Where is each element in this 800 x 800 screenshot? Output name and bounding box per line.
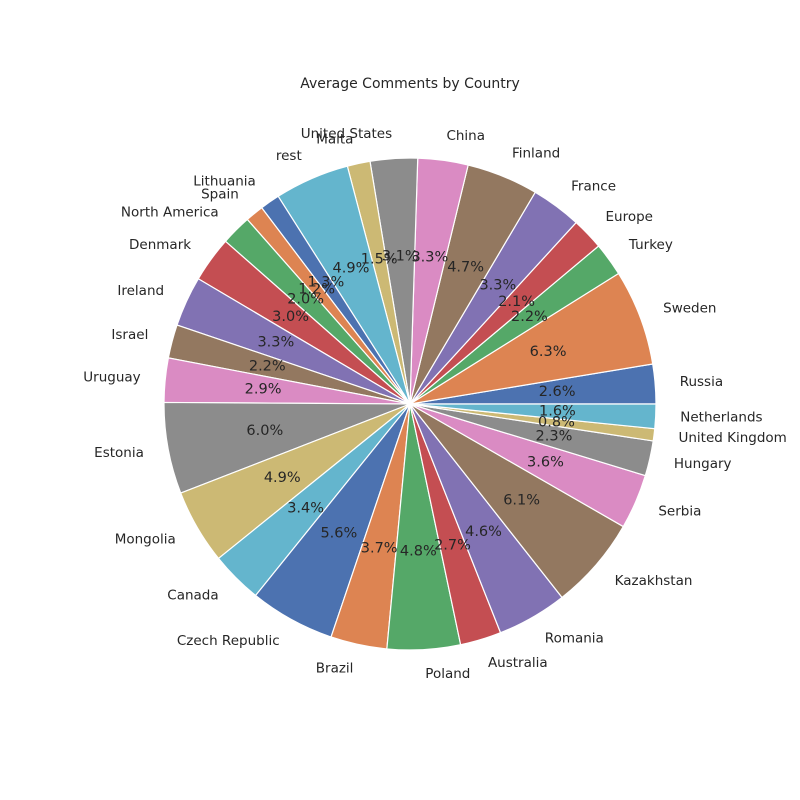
slice-label-rest: rest [276, 148, 302, 164]
slice-label-finland: Finland [512, 145, 560, 161]
pct-label-netherlands: 1.6% [539, 403, 576, 419]
slice-label-romania: Romania [545, 631, 604, 647]
slice-label-netherlands: Netherlands [680, 410, 762, 426]
pct-label-hungary: 2.3% [536, 429, 573, 445]
slice-label-turkey: Turkey [628, 237, 673, 253]
pct-label-brazil: 3.7% [361, 540, 398, 556]
pct-label-denmark: 3.0% [272, 309, 309, 325]
slice-label-kazakhstan: Kazakhstan [615, 573, 693, 589]
pct-label-ireland: 3.3% [257, 334, 294, 350]
pct-label-uruguay: 2.9% [245, 382, 282, 398]
pct-label-china: 3.3% [411, 250, 448, 266]
pct-label-turkey: 2.2% [511, 309, 548, 325]
slice-label-lithuania: Lithuania [193, 174, 256, 190]
slice-label-united-states: United States [301, 126, 392, 142]
pct-label-kazakhstan: 6.1% [503, 493, 540, 509]
slice-label-europe: Europe [606, 209, 653, 225]
slice-label-north-america: North America [121, 205, 219, 221]
slice-label-czech-republic: Czech Republic [177, 633, 280, 649]
pct-label-lithuania: 1.3% [307, 275, 344, 291]
slice-label-china: China [446, 128, 485, 144]
slice-label-poland: Poland [425, 666, 470, 682]
slice-label-canada: Canada [167, 587, 218, 603]
pct-label-poland: 4.8% [400, 543, 437, 559]
slice-label-hungary: Hungary [674, 456, 732, 472]
pct-label-russia: 2.6% [539, 384, 576, 400]
slice-label-united-kingdom: United Kingdom [678, 430, 786, 446]
pct-label-united-states: 3.1% [382, 249, 419, 265]
pct-label-rest: 4.9% [333, 261, 370, 277]
slice-label-spain: Spain [201, 186, 239, 202]
slice-label-france: France [571, 179, 616, 195]
pct-label-czech-republic: 5.6% [320, 525, 357, 541]
slice-label-uruguay: Uruguay [83, 370, 140, 386]
slice-label-serbia: Serbia [658, 503, 701, 519]
slice-label-sweden: Sweden [663, 300, 716, 316]
slice-label-mongolia: Mongolia [115, 532, 176, 548]
pct-label-sweden: 6.3% [530, 344, 567, 360]
slice-label-australia: Australia [488, 655, 548, 671]
pct-label-united-kingdom: 0.8% [538, 415, 575, 431]
slice-label-russia: Russia [680, 374, 723, 390]
pct-label-estonia: 6.0% [246, 423, 283, 439]
pct-label-france: 3.3% [479, 277, 516, 293]
pct-label-malta: 1.5% [361, 252, 398, 268]
slice-label-malta: Malta [316, 131, 353, 147]
slice-label-brazil: Brazil [316, 661, 354, 677]
pct-label-north-america: 2.0% [287, 292, 324, 308]
pct-label-australia: 2.7% [434, 537, 471, 553]
slice-label-estonia: Estonia [94, 445, 144, 461]
pct-label-finland: 4.7% [447, 259, 484, 275]
chart-title: Average Comments by Country [300, 76, 520, 92]
slice-label-israel: Israel [111, 327, 148, 343]
pct-label-serbia: 3.6% [527, 455, 564, 471]
pct-label-canada: 3.4% [287, 500, 324, 516]
slice-labels: Russia Sweden Turkey Europe France Finland Chi… [83, 126, 787, 682]
slice-label-denmark: Denmark [129, 237, 191, 253]
pct-label-spain: 1.2% [298, 282, 335, 298]
pie-slice-netherlands [409, 403, 657, 430]
slice-label-ireland: Ireland [117, 283, 164, 299]
pct-label-israel: 2.2% [249, 358, 286, 374]
pct-label-romania: 4.6% [465, 524, 502, 540]
pct-label-mongolia: 4.9% [264, 470, 301, 486]
pct-label-europe: 2.1% [498, 294, 535, 310]
percent-labels: 2.6%6.3%2.2%2.1%3.3%4.7%3.3%3.1%1.5%4.9%… [245, 249, 576, 560]
pie-slices [163, 157, 657, 651]
